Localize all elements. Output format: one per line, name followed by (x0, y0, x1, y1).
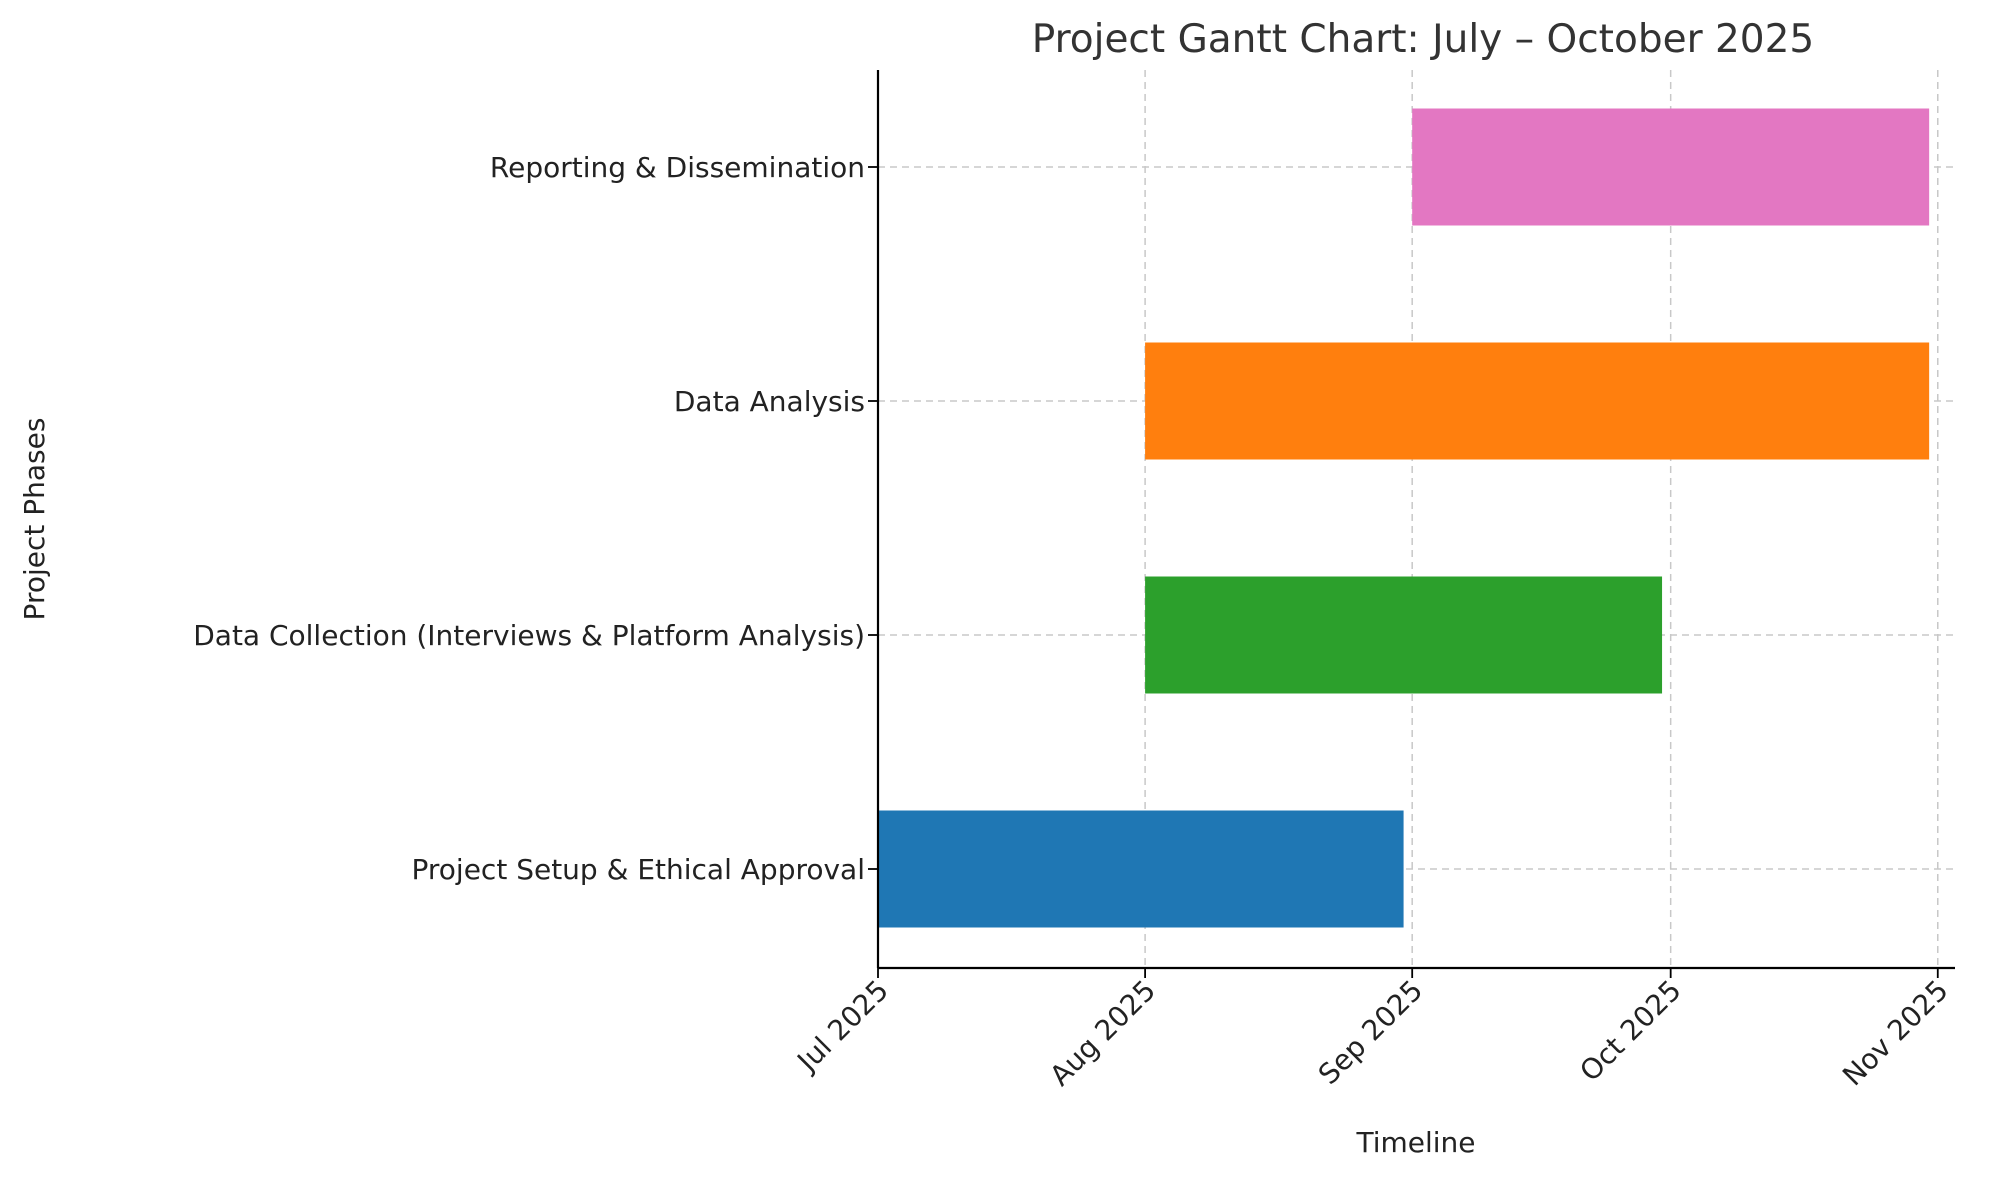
x-axis-label: Timeline (1355, 1126, 1475, 1159)
y-axis-label: Project Phases (18, 418, 51, 621)
gantt-bar (878, 810, 1404, 928)
y-tick-label: Project Setup & Ethical Approval (412, 853, 866, 886)
gantt-bar (1145, 576, 1663, 694)
y-tick-label: Data Analysis (674, 385, 865, 418)
x-tick-labels: Jul 2025 Aug 2025 Sep 2025 Oct 2025 Nov 2025 (790, 974, 1955, 1093)
chart-title: Project Gantt Chart: July – October 2025 (1032, 17, 1815, 62)
gantt-bar (1412, 108, 1930, 226)
x-tick-label: Sep 2025 (1312, 974, 1429, 1091)
axes (868, 70, 1955, 978)
y-tick-labels: Project Setup & Ethical Approval Data Col… (193, 151, 865, 886)
x-tick-label: Nov 2025 (1836, 974, 1955, 1093)
gantt-bars (878, 108, 1930, 928)
x-tick-label: Oct 2025 (1573, 974, 1687, 1088)
gantt-bar (1145, 342, 1930, 460)
y-tick-label: Data Collection (Interviews & Platform A… (193, 619, 865, 652)
x-tick-label: Aug 2025 (1043, 974, 1162, 1093)
x-tick-label: Jul 2025 (790, 974, 895, 1079)
y-tick-label: Reporting & Dissemination (490, 151, 865, 184)
